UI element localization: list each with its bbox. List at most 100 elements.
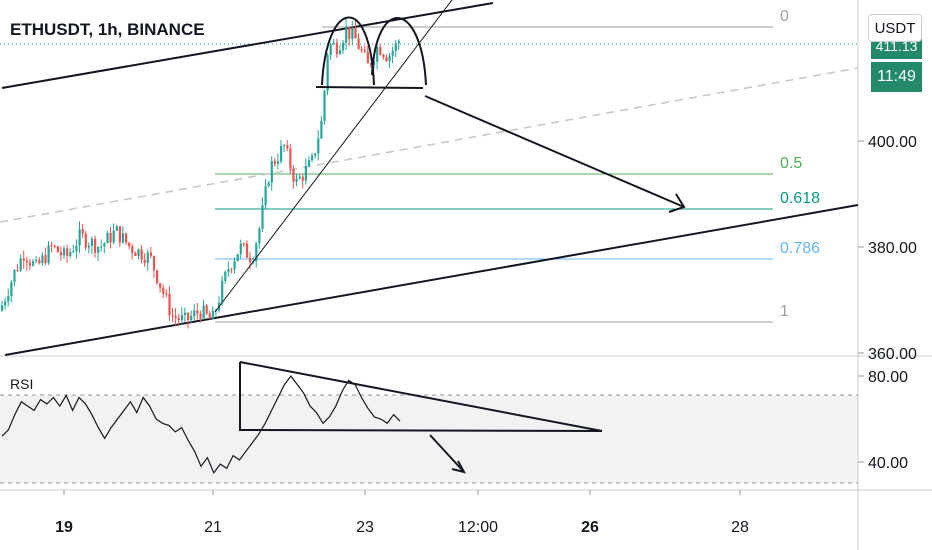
candle-body	[338, 50, 342, 55]
candle-body	[47, 245, 50, 263]
candle-body	[146, 252, 149, 264]
candle-body	[137, 249, 140, 256]
candle-body	[87, 245, 90, 248]
candle-body	[50, 245, 53, 247]
rsi-band	[0, 395, 858, 483]
candle-body	[385, 57, 388, 62]
rising-trendline	[214, 0, 453, 313]
candle-body	[187, 312, 190, 321]
candle-body	[59, 252, 63, 256]
target-arrow-shaft	[424, 95, 685, 208]
candle-body	[180, 315, 183, 321]
candle-body	[379, 46, 382, 55]
candle-body	[174, 316, 177, 319]
candle-body	[84, 233, 87, 248]
candle-body	[38, 259, 41, 264]
candle-body	[397, 41, 400, 44]
candle-body	[230, 269, 233, 271]
candle-body	[270, 161, 273, 183]
candle-body	[25, 260, 28, 263]
candle-body	[118, 226, 121, 243]
candle-body	[165, 293, 168, 295]
candle-body	[388, 55, 391, 62]
candle-body	[125, 233, 128, 243]
candle-body	[56, 246, 59, 253]
price-axis-label: 360.00	[868, 346, 917, 363]
candle-body	[94, 238, 97, 253]
candle-body	[211, 310, 214, 319]
candle-body	[307, 160, 311, 167]
candle-body	[44, 255, 47, 263]
candle-body	[311, 155, 314, 161]
price-axis: 360.00 380.00 400.00	[858, 134, 917, 363]
candle-body	[376, 46, 379, 62]
rsi-triangle-base	[239, 429, 603, 432]
candle-body	[168, 293, 171, 316]
candle-body	[289, 148, 292, 169]
double-top-arc-right	[371, 17, 427, 86]
candle-body	[143, 259, 146, 264]
candle-body	[78, 229, 81, 246]
candles-series	[1, 18, 400, 329]
candle-body	[112, 230, 115, 243]
candle-body	[345, 26, 348, 43]
candle-body	[357, 38, 360, 50]
countdown-tag: 11:49	[871, 62, 922, 92]
candle-body	[121, 233, 125, 243]
candle-body	[97, 246, 100, 253]
candle-body	[267, 182, 270, 187]
target-arrow-head	[668, 193, 686, 213]
rsi-axis-label: 80.00	[868, 369, 908, 386]
candle-body	[301, 176, 304, 181]
candle-body	[236, 254, 239, 261]
price-axis-label: 380.00	[868, 240, 917, 257]
price-axis-label: 400.00	[868, 134, 917, 151]
channel-lower-line	[4, 204, 859, 356]
candle-body	[286, 145, 289, 149]
candle-body	[255, 243, 258, 262]
rsi-title: RSI	[10, 376, 34, 392]
candle-body	[16, 269, 19, 271]
candle-body	[373, 61, 376, 65]
candle-body	[233, 260, 236, 270]
fib-label-1: 1	[780, 303, 789, 320]
candle-body	[332, 42, 335, 45]
candle-body	[156, 270, 159, 284]
candle-body	[149, 252, 152, 257]
fibonacci-retracement: 0 0.5 0.618 0.786 1	[215, 8, 820, 323]
time-axis-label: 26	[581, 519, 599, 536]
currency-selector[interactable]: USDT	[868, 14, 922, 42]
candle-body	[199, 313, 202, 319]
rsi-arrow-shaft	[429, 434, 465, 473]
candle-body	[366, 51, 369, 64]
candle-body	[53, 245, 56, 247]
fib-label-0-5: 0.5	[780, 155, 802, 172]
channel-middle-line	[0, 67, 859, 223]
candle-body	[249, 257, 252, 263]
candle-body	[10, 282, 13, 297]
candle-body	[7, 296, 10, 302]
candle-body	[369, 63, 373, 65]
candle-body	[239, 243, 242, 255]
candle-body	[134, 252, 137, 256]
candle-body	[208, 313, 211, 319]
candle-body	[354, 27, 357, 39]
candle-body	[28, 262, 32, 266]
candle-body	[227, 269, 230, 272]
channel-upper-line	[1, 2, 494, 89]
rsi-triangle-top	[239, 361, 603, 432]
candle-body	[13, 269, 16, 283]
candle-body	[35, 259, 38, 262]
time-axis-label: 23	[356, 519, 374, 536]
candle-body	[205, 305, 208, 314]
candle-body	[280, 145, 283, 162]
candle-body	[22, 258, 25, 261]
rsi-axis: 40.00 80.00	[858, 369, 908, 472]
candle-body	[314, 153, 317, 156]
candle-body	[190, 315, 193, 321]
candle-body	[317, 138, 320, 154]
candle-body	[360, 49, 363, 51]
candle-body	[382, 54, 385, 58]
candle-body	[162, 287, 165, 294]
